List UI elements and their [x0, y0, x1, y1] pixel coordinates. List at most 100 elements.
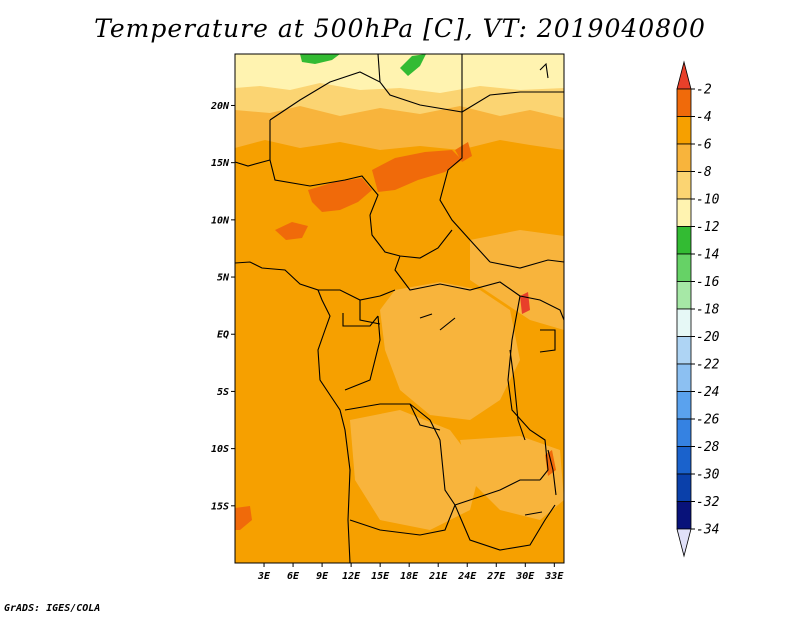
coast-northeast — [539, 62, 549, 79]
colorbar: -2 -4 -6 -8 -10 -12 -14 -16 -18 -20 -22 -24 -26 -28 -3… — [676, 60, 720, 558]
colorbar-swatch — [676, 363, 692, 392]
colorbar-label: -8 — [696, 165, 712, 180]
central-light-region — [380, 282, 520, 420]
river-segment-2 — [419, 313, 433, 319]
border-eq-guinea — [342, 313, 379, 327]
south-light-region — [350, 410, 480, 530]
map-frame — [234, 53, 565, 564]
colorbar-swatch — [676, 253, 692, 282]
border-angola-namibia — [349, 504, 456, 536]
colorbar-swatch — [676, 226, 692, 255]
colorbar-label: -6 — [696, 138, 712, 153]
colorbar-label: -26 — [696, 413, 720, 428]
lon-tick-label: 21E — [428, 571, 448, 582]
border-zambia-zimbabwe — [454, 504, 556, 551]
border-uganda — [519, 295, 565, 321]
colorbar-label: -30 — [696, 468, 720, 483]
warm-core-chad — [455, 142, 472, 162]
footer-credit: GrADS: IGES/COLA — [4, 603, 101, 614]
colorbar-label: -16 — [696, 275, 720, 290]
lat-tick-label: 15N — [211, 158, 230, 169]
border-south-sudan — [489, 259, 565, 269]
colorbar-label: -4 — [696, 110, 712, 125]
warm-core-northcentral — [372, 150, 462, 192]
colorbar-swatch — [676, 198, 692, 227]
border-car-chad — [369, 214, 453, 259]
green-patch-west — [300, 54, 340, 64]
lon-tick-label: 24E — [457, 571, 477, 582]
map-area — [234, 53, 565, 564]
warm-core-nigeria — [308, 178, 372, 212]
colorbar-swatch — [676, 116, 692, 145]
lon-tick-label: 12E — [342, 571, 361, 582]
temperature-field — [235, 54, 564, 530]
lon-tick-label: 6E — [287, 571, 300, 582]
colorbar-swatch — [676, 391, 692, 420]
lon-tick-label: 27E — [486, 571, 506, 582]
green-patch-central — [400, 54, 426, 76]
border-angola-drc — [344, 403, 540, 506]
colorbar-label: -12 — [696, 220, 720, 235]
lake-tanganyika — [509, 349, 526, 441]
lon-tick-label: 9E — [316, 571, 329, 582]
lat-tick-label: 15S — [211, 501, 229, 512]
border-algeria-libya — [377, 53, 381, 83]
latitude-axis: 20N 15N 10N 5N EQ 5S 10S 15S — [210, 101, 235, 512]
lon-tick-label: 18E — [400, 571, 419, 582]
colorbar-top-arrow — [676, 60, 692, 90]
colorbar-label: -10 — [696, 193, 720, 208]
colorbar-label: -2 — [696, 83, 712, 98]
colorbar-label: -24 — [696, 385, 719, 400]
lat-tick-label: 5S — [217, 387, 229, 398]
light-orange-band — [235, 106, 564, 150]
lake-kariba — [524, 511, 543, 516]
lon-tick-label: 33E — [544, 571, 564, 582]
river-segment-1 — [439, 317, 456, 331]
longitude-axis: 3E 6E 9E 12E 15E 18E 21E 24E 27E 30E 33E — [257, 563, 564, 582]
colorbar-swatch — [676, 281, 692, 310]
chart-title: Temperature at 500hPa [C], VT: 201904080… — [94, 14, 706, 43]
colorbar-swatch — [676, 446, 692, 475]
lake-victoria — [539, 329, 556, 353]
border-drc-east — [507, 295, 549, 481]
warm-core-southwest — [235, 506, 252, 530]
lon-tick-label: 3E — [257, 571, 271, 582]
border-niger-nigeria — [269, 159, 379, 216]
colorbar-label: -14 — [696, 248, 719, 263]
colorbar-swatch — [676, 418, 692, 447]
border-congo-gabon — [344, 315, 381, 391]
colorbar-label: -20 — [696, 330, 720, 345]
colorbar-swatch — [676, 336, 692, 365]
colorbar-label: -18 — [696, 303, 720, 318]
lon-tick-label: 15E — [371, 571, 390, 582]
border-libya-sudan — [461, 91, 564, 113]
colorbar-swatch — [676, 308, 692, 337]
border-car-drc — [394, 255, 521, 297]
east-light-region — [470, 230, 564, 330]
colorbar-swatch — [676, 88, 692, 117]
border-gabon-congo — [359, 300, 381, 325]
colorbar-swatch — [676, 501, 692, 530]
border-angola-east — [409, 403, 441, 431]
lake-malawi — [547, 449, 557, 496]
border-mali-west — [234, 120, 271, 167]
lat-tick-label: 5N — [217, 273, 230, 284]
colorbar-label: -22 — [696, 358, 720, 373]
country-borders — [234, 53, 565, 564]
lat-tick-label: 20N — [210, 101, 230, 112]
coastline-west — [234, 261, 351, 564]
warm-core-west — [275, 222, 308, 240]
lat-tick-label: 10N — [211, 215, 230, 226]
colorbar-label: -28 — [696, 440, 720, 455]
lat-tick-label: EQ — [217, 330, 229, 341]
colorbar-bottom-arrow — [676, 528, 692, 558]
lon-tick-label: 30E — [515, 571, 535, 582]
colorbar-swatch — [676, 143, 692, 172]
southeast-light-region — [460, 436, 564, 520]
colorbar-swatch — [676, 171, 692, 200]
border-chad-sudan — [439, 112, 491, 263]
lat-tick-label: 10S — [211, 444, 229, 455]
colorbar-label: -34 — [696, 523, 719, 538]
colorbar-swatch — [676, 473, 692, 502]
